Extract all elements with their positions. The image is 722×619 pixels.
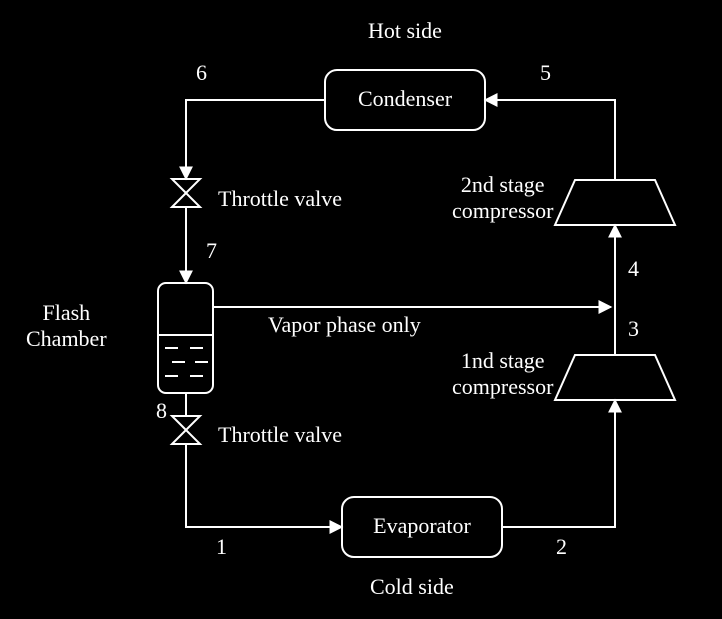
state-1: 1: [216, 534, 227, 560]
edge-1-evap: [186, 444, 342, 527]
state-8: 8: [156, 398, 167, 424]
throttle-valve-2: [172, 416, 200, 444]
edge-condenser-6: [186, 100, 325, 179]
compressor-1: [555, 355, 675, 400]
throttle-1-label: Throttle valve: [218, 186, 342, 212]
state-6: 6: [196, 60, 207, 86]
throttle-2-label: Throttle valve: [218, 422, 342, 448]
vapor-phase-label: Vapor phase only: [268, 312, 421, 338]
evaporator-label: Evaporator: [342, 513, 502, 539]
throttle-valve-1: [172, 179, 200, 207]
comp2-label: 2nd stage compressor: [452, 172, 553, 225]
state-2: 2: [556, 534, 567, 560]
flash-chamber-label: Flash Chamber: [26, 300, 107, 353]
state-7: 7: [206, 238, 217, 264]
flash-chamber: [158, 283, 213, 393]
edge-evap-2: [502, 400, 615, 527]
condenser-label: Condenser: [325, 86, 485, 112]
hot-side-label: Hot side: [368, 18, 442, 44]
state-5: 5: [540, 60, 551, 86]
state-4: 4: [628, 256, 639, 282]
comp1-label: 1nd stage compressor: [452, 348, 553, 401]
state-3: 3: [628, 316, 639, 342]
edge-5-condenser: [485, 100, 615, 180]
cold-side-label: Cold side: [370, 574, 454, 600]
compressor-2: [555, 180, 675, 225]
